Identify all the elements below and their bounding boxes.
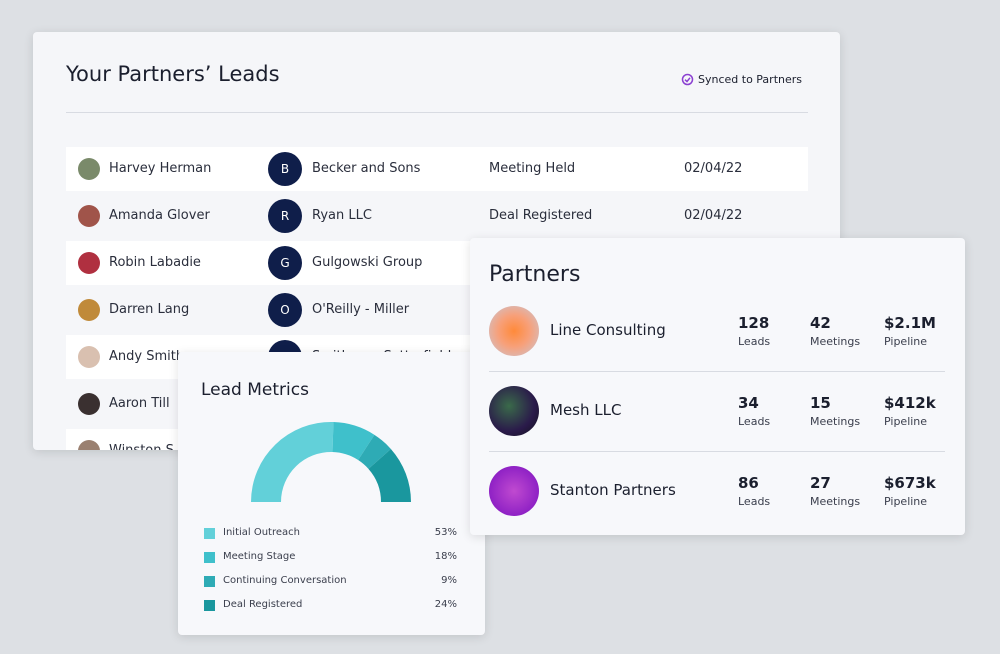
legend-label: Deal Registered xyxy=(223,599,303,610)
company-name: Ryan LLC xyxy=(312,208,372,223)
donut-segment xyxy=(332,422,375,461)
contact-name: Andy Smith xyxy=(109,349,185,364)
pipeline-label: Pipeline xyxy=(884,495,928,508)
pipeline-value: $2.1M xyxy=(884,314,936,332)
legend-label: Continuing Conversation xyxy=(223,575,347,586)
company-logo: O xyxy=(268,293,302,327)
legend-label: Initial Outreach xyxy=(223,527,300,538)
avatar xyxy=(78,393,100,415)
divider xyxy=(489,371,945,372)
contact-name: Amanda Glover xyxy=(109,208,210,223)
avatar xyxy=(78,299,100,321)
partners-card: Partners Line Consulting 128 Leads 42 Meetin… xyxy=(470,238,965,535)
leads-value: 128 xyxy=(738,314,770,332)
leads-title: Your Partners’ Leads xyxy=(66,62,280,86)
legend-value: 18% xyxy=(434,551,457,562)
avatar xyxy=(78,346,100,368)
legend-value: 53% xyxy=(434,527,457,538)
donut-segment xyxy=(358,434,391,469)
legend-swatch xyxy=(204,576,215,587)
meetings-label: Meetings xyxy=(810,335,861,348)
leads-label: Leads xyxy=(738,415,771,428)
legend-swatch xyxy=(204,600,215,611)
legend-value: 24% xyxy=(434,599,457,610)
donut-segment xyxy=(251,422,334,502)
last-updated: 02/04/22 xyxy=(684,161,743,176)
meetings-label: Meetings xyxy=(810,415,861,428)
legend-swatch xyxy=(204,552,215,563)
company-name: Gulgowski Group xyxy=(312,255,423,270)
divider xyxy=(489,451,945,452)
last-updated: 02/04/22 xyxy=(684,208,743,223)
lead-metrics-card: Lead Metrics Initial Outreach 53% Meeting … xyxy=(178,352,485,635)
avatar xyxy=(78,205,100,227)
leads-value: 34 xyxy=(738,394,759,412)
partner-name: Mesh LLC xyxy=(550,401,622,419)
contact-name: Robin Labadie xyxy=(109,255,201,270)
donut-chart xyxy=(251,422,411,502)
partner-logo xyxy=(489,306,539,356)
partner-name: Stanton Partners xyxy=(550,481,676,499)
partner-logo xyxy=(489,386,539,436)
sync-label: Synced to Partners xyxy=(698,73,803,86)
divider xyxy=(66,112,808,113)
avatar xyxy=(78,440,100,450)
lead-status: Meeting Held xyxy=(489,161,576,176)
company-logo: G xyxy=(268,246,302,280)
contact-name: Darren Lang xyxy=(109,302,190,317)
company-name: O'Reilly - Miller xyxy=(312,302,410,317)
meetings-value: 15 xyxy=(810,394,831,412)
pipeline-label: Pipeline xyxy=(884,335,928,348)
company-logo: R xyxy=(268,199,302,233)
meetings-label: Meetings xyxy=(810,495,861,508)
lead-status: Deal Registered xyxy=(489,208,593,223)
meetings-value: 27 xyxy=(810,474,831,492)
company-name: Becker and Sons xyxy=(312,161,421,176)
avatar xyxy=(78,158,100,180)
company-logo: B xyxy=(268,152,302,186)
sync-icon xyxy=(681,73,694,86)
avatar xyxy=(78,252,100,274)
meetings-value: 42 xyxy=(810,314,831,332)
pipeline-value: $673k xyxy=(884,474,936,492)
leads-label: Leads xyxy=(738,335,771,348)
partner-logo xyxy=(489,466,539,516)
leads-label: Leads xyxy=(738,495,771,508)
leads-value: 86 xyxy=(738,474,759,492)
legend-swatch xyxy=(204,528,215,539)
contact-name: Harvey Herman xyxy=(109,161,212,176)
lead-metrics-title: Lead Metrics xyxy=(201,380,309,400)
row-background xyxy=(66,147,808,191)
pipeline-value: $412k xyxy=(884,394,936,412)
legend-label: Meeting Stage xyxy=(223,551,296,562)
donut-segment xyxy=(368,448,411,502)
legend-value: 9% xyxy=(441,575,457,586)
pipeline-label: Pipeline xyxy=(884,415,928,428)
contact-name: Aaron Till xyxy=(109,396,170,411)
partner-name: Line Consulting xyxy=(550,321,666,339)
partners-title: Partners xyxy=(489,262,581,287)
contact-name: Winston S xyxy=(109,443,174,450)
